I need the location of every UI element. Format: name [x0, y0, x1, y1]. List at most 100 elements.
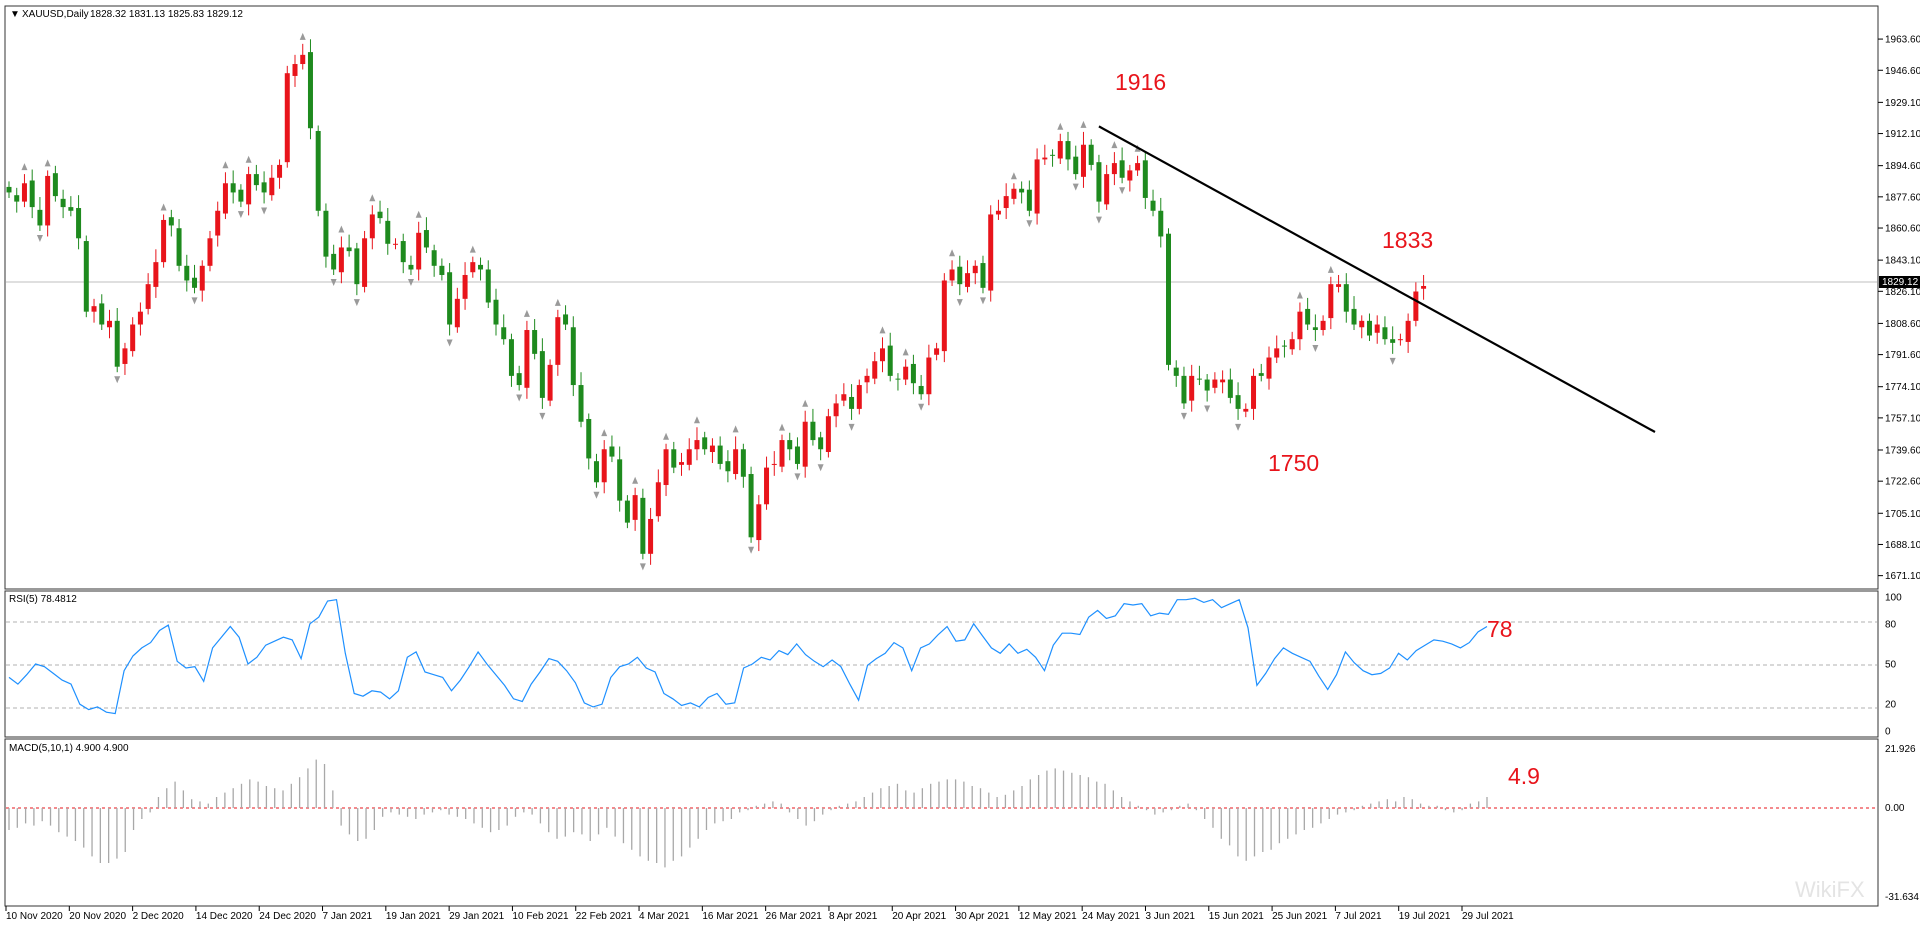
candle-body [106, 320, 112, 328]
candle-body [161, 219, 167, 263]
candle-body [1336, 284, 1342, 287]
candle-body [246, 174, 252, 205]
fractal-up-marker [1010, 172, 1017, 180]
fractal-up-marker [1057, 122, 1064, 130]
candle-body [818, 437, 824, 450]
trendline[interactable] [1098, 125, 1656, 433]
candle-body [733, 449, 739, 475]
candle-body [1212, 379, 1218, 388]
date-label: 16 Mar 2021 [702, 911, 759, 922]
candle-body [524, 330, 530, 388]
candle-body [331, 253, 337, 270]
candle-body [1405, 320, 1411, 342]
fractal-up-marker [160, 203, 167, 211]
candle-body [856, 385, 862, 409]
price-tick-label: 1877.60 [1885, 192, 1920, 203]
candle-body [431, 250, 437, 266]
candle-body [1135, 163, 1141, 171]
rsi-panel[interactable] [4, 590, 1879, 738]
candle-body [1351, 308, 1357, 325]
candle-body [872, 361, 878, 379]
candle-body [1227, 379, 1233, 398]
date-label: 7 Jan 2021 [323, 911, 373, 922]
candle-body [1235, 395, 1241, 409]
candle-body [725, 461, 731, 472]
macd-panel[interactable] [4, 738, 1879, 907]
rsi-tick-label: 80 [1885, 619, 1897, 630]
candle-body [988, 214, 994, 291]
fractal-up-marker [779, 423, 785, 431]
candle-body [1096, 162, 1102, 202]
candle-body [6, 186, 12, 193]
candle-body [269, 177, 275, 196]
candle-body [686, 449, 692, 465]
candle-body [702, 437, 708, 450]
date-label: 7 Jul 2021 [1335, 911, 1382, 922]
fractal-up-marker [879, 326, 886, 334]
candle-body [1088, 144, 1094, 165]
watermark: WikiFX [1795, 877, 1865, 902]
date-label: 19 Jan 2021 [386, 911, 441, 922]
candle-body [547, 364, 553, 401]
candle-body [145, 284, 151, 309]
candle-body [910, 363, 916, 384]
candle-body [393, 243, 398, 245]
candles-group [6, 39, 1427, 565]
header-symbol: XAUUSD,Daily [22, 9, 89, 20]
candle-body [261, 182, 267, 193]
price-tick-label: 1705.10 [1885, 509, 1920, 520]
candle-body [563, 314, 569, 325]
fractal-down-marker [817, 464, 824, 472]
current-price-box [1879, 276, 1920, 288]
macd-axis: 21.926 0.00 -31.634 [1885, 744, 1919, 903]
fractal-down-marker [794, 473, 801, 481]
candle-body [447, 272, 453, 325]
candle-body [470, 262, 476, 273]
candle-body [277, 164, 283, 178]
date-label: 26 Mar 2021 [766, 911, 823, 922]
candle-body [1057, 141, 1063, 159]
candle-body [864, 375, 870, 383]
candle-body [903, 366, 909, 380]
candle-body [1150, 200, 1156, 211]
fractal-up-marker [1327, 265, 1334, 273]
fractal-down-marker [114, 376, 121, 384]
fractal-up-marker [601, 429, 608, 437]
main-panel[interactable] [4, 5, 1879, 590]
candle-body [1189, 375, 1195, 401]
candle-body [1073, 156, 1079, 175]
candle-body [37, 209, 43, 226]
fractal-up-marker [21, 163, 28, 171]
candle-body [14, 195, 20, 202]
candle-body [408, 264, 414, 270]
candle-body [315, 130, 321, 211]
macd-group [8, 759, 1488, 868]
candle-body [1142, 160, 1148, 198]
candle-body [570, 327, 576, 386]
candle-body [1413, 291, 1419, 321]
candle-body [1289, 339, 1295, 350]
candle-body [748, 474, 754, 538]
fractal-up-marker [245, 155, 252, 163]
fractal-up-marker [369, 194, 376, 202]
fractal-up-marker [523, 309, 530, 317]
header-arrow[interactable]: ▼ [10, 9, 20, 20]
candle-body [485, 269, 491, 303]
candle-body [586, 418, 592, 459]
fractal-down-marker [516, 394, 523, 402]
candle-body [934, 348, 940, 355]
candle-body [307, 52, 313, 129]
date-axis: 10 Nov 2020 20 Nov 2020 2 Dec 2020 14 Dec 2… [5, 906, 1514, 922]
fractal-down-marker [237, 211, 244, 219]
candle-body [771, 463, 777, 465]
annotation-low: 1750 [1268, 450, 1319, 476]
candle-body [1173, 367, 1179, 376]
candle-body [501, 327, 507, 340]
fractal-up-marker [732, 425, 739, 433]
candle-body [323, 210, 329, 257]
candle-body [423, 230, 429, 248]
date-label: 29 Jul 2021 [1462, 911, 1514, 922]
fractal-down-marker [979, 297, 986, 305]
price-tick-label: 1688.10 [1885, 540, 1920, 551]
